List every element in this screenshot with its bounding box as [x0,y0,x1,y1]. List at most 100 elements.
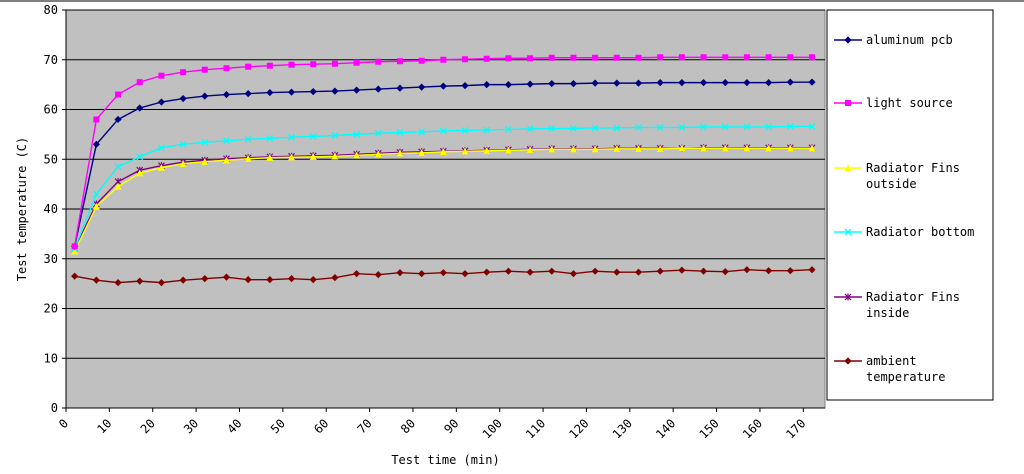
data-point [352,86,361,94]
data-point [92,276,100,284]
legend-label: temperature [866,370,945,384]
y-tick-label: 80 [44,3,58,17]
data-point [115,91,122,98]
data-point [439,148,447,155]
data-point [722,54,729,61]
data-point [157,164,166,171]
data-point [699,79,708,87]
data-point [136,169,144,177]
data-point [699,267,708,275]
legend-label: inside [866,306,909,320]
series-3 [71,122,816,253]
data-point [352,151,361,159]
data-point [808,122,816,130]
data-point [439,82,447,90]
series-lines [71,54,816,287]
data-point [288,133,295,141]
data-point [634,145,643,152]
data-point [201,92,209,100]
data-point [786,267,794,275]
data-point [656,267,664,275]
data-point [266,134,274,142]
y-tick-label: 20 [44,302,58,316]
data-point [331,87,339,95]
data-point [201,138,209,146]
data-point [461,270,469,278]
data-point [353,59,360,66]
data-point [418,270,426,278]
data-point [721,123,729,131]
legend-swatch-marker [844,228,852,236]
data-point [374,85,382,93]
data-point [418,57,425,64]
data-point [526,80,534,88]
data-point [222,273,231,281]
data-point [223,137,230,145]
data-point [266,62,273,69]
data-point [613,79,621,87]
data-point [678,144,686,152]
data-point [808,144,816,152]
data-point [526,268,534,276]
data-point [548,124,556,132]
data-point [504,267,512,275]
legend-swatch-marker [844,357,852,365]
data-point [569,80,578,88]
data-point [656,123,664,131]
data-point [657,54,664,61]
data-point [504,81,512,89]
data-point [71,243,78,250]
data-point [635,123,642,131]
data-point [634,79,643,87]
data-point [591,267,599,275]
data-point [157,144,165,152]
data-point [461,126,469,134]
data-point [71,247,79,255]
legend-swatch-marker [844,164,852,172]
data-point [157,279,166,287]
data-point [114,279,122,287]
data-point [92,190,100,198]
legend-item: Radiator bottom [834,225,974,239]
data-point [743,54,750,61]
data-point [179,94,187,103]
data-point [287,275,296,283]
legend-swatch-marker [844,36,852,44]
data-point [700,54,707,61]
data-point [462,56,469,63]
legend-item: Radiator Fins inside [834,290,960,320]
data-point [591,79,599,87]
data-point [699,144,708,152]
data-point [700,123,708,131]
data-point [569,270,578,278]
data-point [613,124,621,132]
data-point [548,267,556,275]
data-point [592,54,599,61]
data-point [418,83,426,91]
data-point [374,150,382,158]
legend-item: aluminum pcb [834,33,953,47]
data-point [591,124,599,132]
y-tick-label: 60 [44,103,58,117]
legend-label: Radiator Fins [866,161,960,175]
data-point [223,65,230,72]
data-point [569,124,577,132]
data-point [157,98,166,106]
data-point [765,79,773,87]
data-point [678,79,686,87]
data-point [634,268,643,276]
data-point [808,54,815,61]
data-point [483,268,491,276]
data-point [201,158,209,165]
data-point [743,79,751,87]
data-point [504,125,512,133]
legend-swatch-marker [844,293,852,301]
data-point [309,276,317,284]
data-point [353,130,361,138]
data-point [678,266,686,274]
data-point [287,88,296,96]
legend-label: aluminum pcb [866,33,953,47]
data-point [114,115,122,124]
data-point [331,152,339,160]
